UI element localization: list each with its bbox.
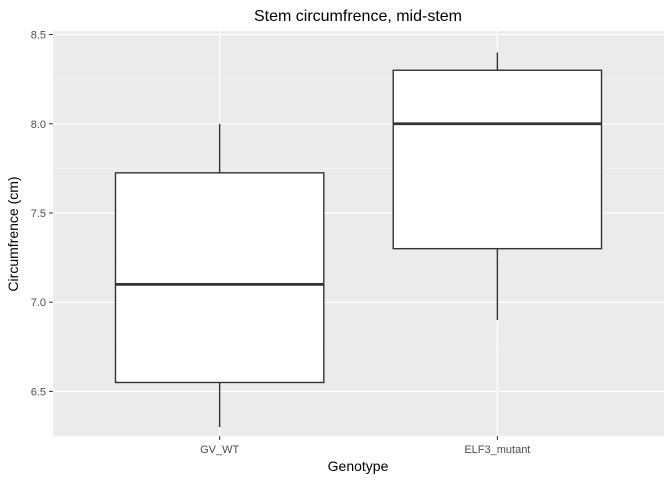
y-tick-label: 7.5 (31, 208, 46, 220)
x-axis-ticks: GV_WT ELF3_mutant (200, 436, 530, 456)
y-tick-label: 6.5 (31, 386, 46, 398)
y-tick-label: 8.0 (31, 119, 46, 131)
box-elf3-mutant (392, 52, 603, 321)
x-axis-title: Genotype (328, 458, 389, 474)
box-iqr (114, 172, 325, 384)
box-gv-wt (114, 123, 325, 428)
x-tick-label: ELF3_mutant (464, 444, 530, 456)
chart-title: Stem circumfrence, mid-stem (254, 8, 462, 25)
y-axis-title: Circumfrence (cm) (5, 176, 21, 291)
box-marks (114, 52, 603, 428)
box-iqr (392, 69, 603, 250)
y-axis-ticks: 6.5 7.0 7.5 8.0 8.5 (31, 30, 53, 398)
y-tick-label: 7.0 (31, 297, 46, 309)
x-tick-label: GV_WT (200, 444, 239, 456)
y-tick-label: 8.5 (31, 30, 46, 42)
